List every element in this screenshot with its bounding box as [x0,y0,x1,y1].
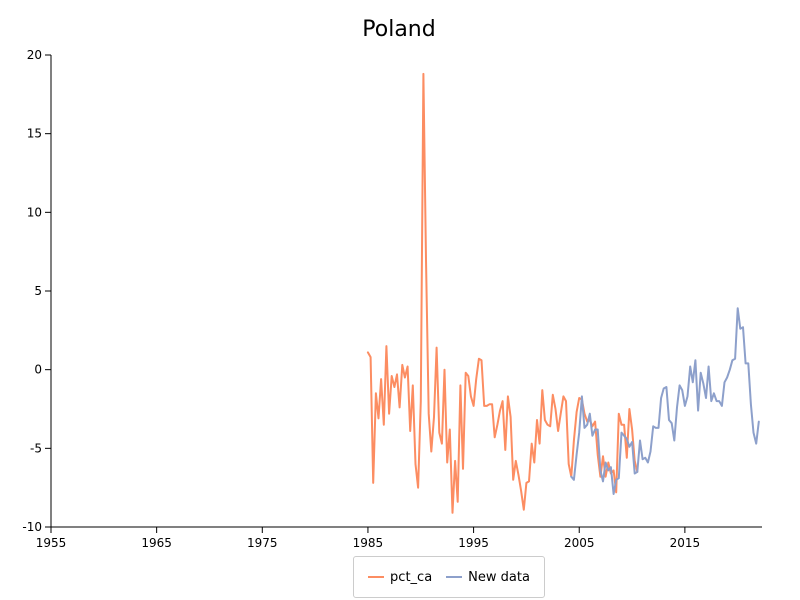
y-tick-label: -5 [30,441,42,455]
y-ticks: -10 -5 0 5 10 15 20 [22,48,51,534]
x-tick-label: 1955 [36,536,67,550]
x-tick-label: 1965 [141,536,172,550]
legend-label-new-data: New data [468,569,530,585]
legend: pct_ca New data [353,556,545,598]
legend-item-pct-ca[interactable]: pct_ca [368,570,432,585]
legend-swatch-pct-ca [368,576,385,578]
y-tick-label: 15 [27,127,42,141]
y-tick-label: 5 [34,284,42,298]
series-layer [366,72,760,514]
y-tick-label: 10 [27,205,42,219]
legend-swatch-new-data [446,576,463,578]
y-tick-label: -10 [22,520,42,534]
x-tick-label: 2005 [564,536,595,550]
x-tick-label: 1985 [353,536,384,550]
chart-title: Poland [362,17,435,42]
x-ticks: 1955 1965 1975 1985 1995 2005 2015 [36,527,700,550]
x-tick-label: 1975 [247,536,278,550]
legend-item-new-data[interactable]: New data [446,570,530,585]
y-tick-label: 0 [34,363,42,377]
x-tick-label: 2015 [670,536,701,550]
y-tick-label: 20 [27,48,42,62]
legend-label-pct-ca: pct_ca [390,569,433,585]
series-line-new-data [570,307,760,495]
series-line-pct-ca [366,72,639,514]
x-tick-label: 1995 [458,536,489,550]
